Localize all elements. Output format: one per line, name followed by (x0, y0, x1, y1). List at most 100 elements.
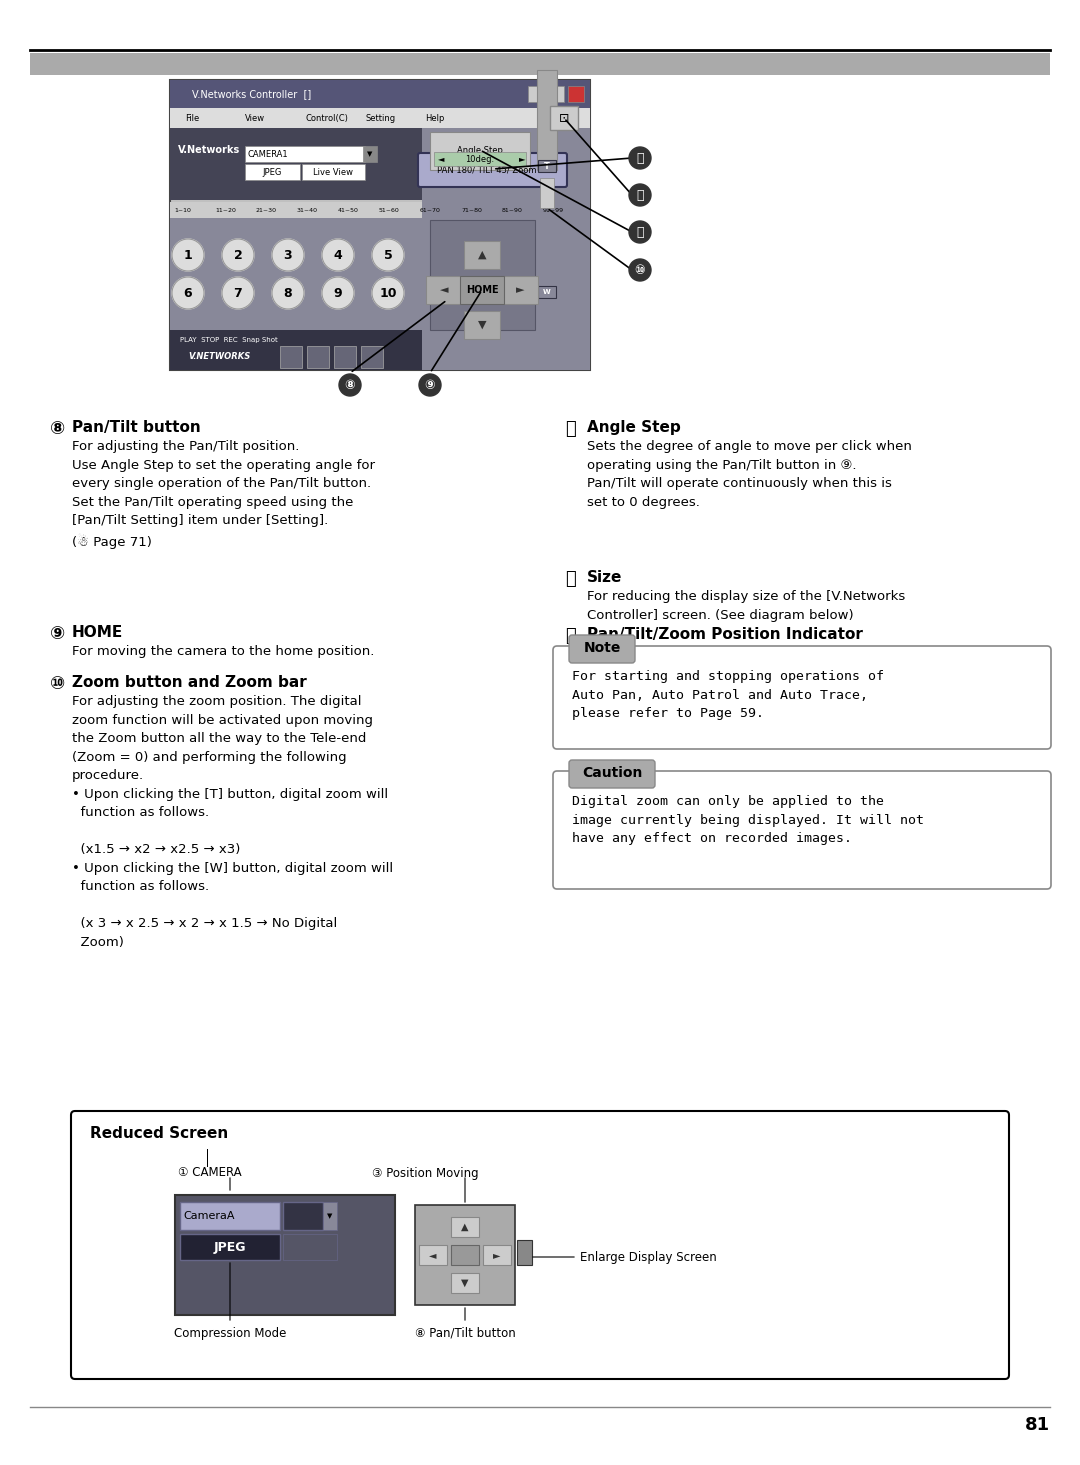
Text: ▼: ▼ (367, 151, 373, 157)
Text: ③ Position Moving: ③ Position Moving (372, 1166, 478, 1179)
Circle shape (372, 277, 404, 309)
Text: 21~30: 21~30 (256, 208, 276, 212)
Text: 71~80: 71~80 (461, 208, 482, 212)
Text: V.Networks Controller  []: V.Networks Controller [] (192, 89, 311, 100)
Text: CAMERA1: CAMERA1 (247, 149, 287, 158)
FancyBboxPatch shape (464, 311, 500, 338)
Text: ◄: ◄ (438, 154, 445, 164)
Text: View: View (245, 113, 265, 123)
FancyBboxPatch shape (175, 1195, 395, 1316)
Text: HOME: HOME (72, 626, 123, 640)
FancyBboxPatch shape (569, 634, 635, 664)
Circle shape (629, 259, 651, 281)
Text: 10: 10 (379, 287, 396, 299)
Text: T: T (544, 161, 550, 170)
Text: JPEG: JPEG (214, 1241, 246, 1254)
Text: 1: 1 (184, 249, 192, 261)
Text: PLAY  STOP  REC  Snap Shot: PLAY STOP REC Snap Shot (180, 337, 278, 343)
Text: ⑧: ⑧ (50, 420, 65, 438)
Text: Digital zoom can only be applied to the
image currently being displayed. It will: Digital zoom can only be applied to the … (572, 795, 924, 845)
Text: ⑩: ⑩ (50, 675, 65, 693)
Text: ⑧: ⑧ (345, 378, 355, 391)
Text: ▼: ▼ (477, 319, 486, 330)
Text: 4: 4 (334, 249, 342, 261)
FancyBboxPatch shape (553, 646, 1051, 749)
Text: Pan/Tilt/Zoom Position Indicator: Pan/Tilt/Zoom Position Indicator (588, 627, 863, 642)
Text: HOME: HOME (465, 286, 498, 294)
FancyBboxPatch shape (460, 275, 504, 305)
Text: 9: 9 (334, 287, 342, 299)
Text: Angle Step: Angle Step (457, 145, 503, 154)
Text: PAN 180/ TILT 45/ Zoom 10: PAN 180/ TILT 45/ Zoom 10 (436, 166, 550, 174)
Text: File: File (185, 113, 199, 123)
Text: V.NETWORKS: V.NETWORKS (188, 352, 251, 360)
FancyBboxPatch shape (517, 1239, 532, 1264)
Text: ⊡: ⊡ (558, 111, 569, 125)
FancyBboxPatch shape (422, 127, 590, 371)
Text: ►: ► (516, 286, 524, 294)
Circle shape (629, 146, 651, 168)
Text: ⑬: ⑬ (636, 151, 644, 164)
Text: V.Networks: V.Networks (178, 145, 240, 155)
Text: Angle Step: Angle Step (588, 420, 680, 435)
Text: ►: ► (518, 154, 525, 164)
Text: 91~99: 91~99 (543, 208, 564, 212)
FancyBboxPatch shape (170, 202, 590, 218)
FancyBboxPatch shape (569, 760, 654, 788)
Text: Pan/Tilt button: Pan/Tilt button (72, 420, 201, 435)
FancyBboxPatch shape (30, 53, 1050, 75)
FancyBboxPatch shape (426, 275, 462, 305)
Text: Zoom button and Zoom bar: Zoom button and Zoom bar (72, 675, 307, 690)
Text: ① CAMERA: ① CAMERA (178, 1166, 242, 1179)
FancyBboxPatch shape (451, 1273, 480, 1294)
Text: 41~50: 41~50 (338, 208, 359, 212)
FancyBboxPatch shape (334, 346, 356, 368)
Text: Caution: Caution (582, 766, 643, 779)
Circle shape (629, 185, 651, 207)
Text: ▼: ▼ (327, 1213, 333, 1219)
Text: 8: 8 (284, 287, 293, 299)
FancyBboxPatch shape (323, 1201, 337, 1231)
Text: JPEG: JPEG (262, 167, 282, 176)
Text: 81: 81 (1025, 1417, 1050, 1434)
Text: 11~20: 11~20 (215, 208, 235, 212)
Text: ⑪: ⑪ (636, 226, 644, 239)
Text: ⑫: ⑫ (636, 189, 644, 202)
FancyBboxPatch shape (464, 242, 500, 270)
FancyBboxPatch shape (363, 146, 377, 163)
FancyBboxPatch shape (528, 86, 544, 103)
Text: 81~90: 81~90 (502, 208, 523, 212)
Text: Size: Size (588, 570, 622, 585)
Text: 7: 7 (233, 287, 242, 299)
Text: 51~60: 51~60 (379, 208, 400, 212)
Text: ⑨: ⑨ (50, 626, 65, 643)
FancyBboxPatch shape (430, 220, 535, 330)
FancyBboxPatch shape (361, 346, 383, 368)
FancyBboxPatch shape (170, 81, 590, 108)
Text: ◄: ◄ (429, 1250, 436, 1260)
FancyBboxPatch shape (538, 160, 556, 171)
Text: For adjusting the zoom position. The digital
zoom function will be activated upo: For adjusting the zoom position. The dig… (72, 694, 393, 948)
FancyBboxPatch shape (418, 152, 567, 188)
FancyBboxPatch shape (415, 1206, 515, 1305)
FancyBboxPatch shape (307, 346, 329, 368)
FancyBboxPatch shape (283, 1201, 323, 1231)
Text: For starting and stopping operations of
Auto Pan, Auto Patrol and Auto Trace,
pl: For starting and stopping operations of … (572, 670, 885, 719)
FancyBboxPatch shape (502, 275, 538, 305)
Circle shape (322, 277, 354, 309)
FancyBboxPatch shape (170, 108, 590, 127)
FancyBboxPatch shape (180, 1201, 280, 1231)
Text: ▲: ▲ (477, 251, 486, 259)
FancyBboxPatch shape (302, 164, 365, 180)
FancyBboxPatch shape (540, 179, 554, 208)
Text: CameraA: CameraA (183, 1212, 234, 1220)
Circle shape (419, 374, 441, 396)
FancyBboxPatch shape (245, 164, 300, 180)
FancyBboxPatch shape (548, 86, 564, 103)
Text: ⑪: ⑪ (565, 420, 576, 438)
FancyBboxPatch shape (170, 127, 590, 201)
Text: ▲: ▲ (461, 1222, 469, 1232)
Text: 6: 6 (184, 287, 192, 299)
FancyBboxPatch shape (483, 1245, 511, 1264)
Text: For moving the camera to the home position.: For moving the camera to the home positi… (72, 645, 375, 658)
